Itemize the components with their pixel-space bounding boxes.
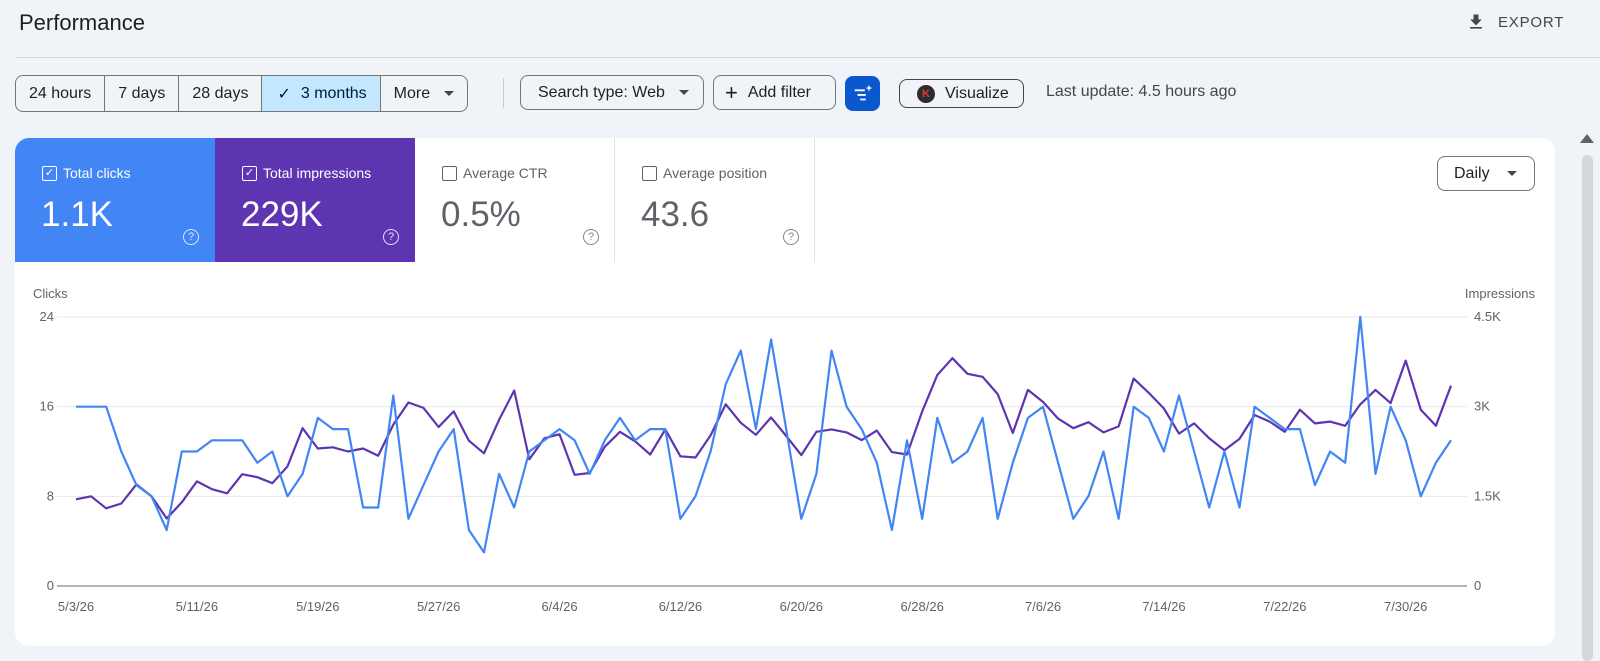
chart-grid	[57, 316, 1467, 587]
metric-value: 229K	[241, 195, 323, 234]
range-more-dropdown[interactable]: More	[381, 76, 467, 111]
dropdown-arrow-icon	[1506, 171, 1517, 176]
y-tick-label: 24	[40, 309, 54, 324]
help-icon[interactable]: ?	[783, 229, 799, 245]
scroll-up-arrow-icon[interactable]	[1580, 134, 1594, 143]
help-icon[interactable]: ?	[583, 229, 599, 245]
y-tick-label: 0	[47, 578, 54, 593]
metric-average-position[interactable]: Average position 43.6 ?	[615, 138, 815, 262]
x-tick-label: 7/22/26	[1263, 599, 1306, 614]
x-tick-label: 6/28/26	[900, 599, 943, 614]
x-tick-label: 5/11/26	[176, 599, 218, 614]
help-icon[interactable]: ?	[183, 229, 199, 245]
metric-value: 43.6	[641, 195, 710, 234]
export-label: EXPORT	[1498, 13, 1565, 31]
x-tick-label: 7/6/26	[1025, 599, 1061, 614]
x-tick-label: 5/3/26	[58, 599, 94, 614]
checkbox-unchecked-icon[interactable]	[642, 166, 657, 181]
range-7-days[interactable]: 7 days	[105, 76, 180, 111]
range-28-days[interactable]: 28 days	[179, 76, 263, 111]
filter-settings-button[interactable]	[845, 76, 880, 111]
y-tick-label: 16	[40, 399, 54, 414]
plus-icon: +	[725, 79, 738, 105]
check-icon: ✓	[277, 85, 291, 103]
help-icon[interactable]: ?	[383, 229, 399, 245]
metric-value: 1.1K	[41, 195, 113, 234]
y2-tick-label: 3K	[1474, 399, 1490, 414]
search-type-dropdown[interactable]: Search type: Web	[520, 75, 704, 110]
y2-tick-label: 1.5K	[1474, 488, 1501, 503]
x-tick-label: 6/20/26	[780, 599, 823, 614]
x-axis-labels: 5/3/26 5/11/26 5/19/26 5/27/26 6/4/26 6/12/26…	[58, 599, 1427, 614]
series-line-impressions	[75, 357, 1453, 520]
toolbar-divider	[503, 78, 504, 108]
y2-tick-label: 0	[1474, 578, 1481, 593]
header-divider	[15, 57, 1600, 58]
checkbox-unchecked-icon[interactable]	[442, 166, 457, 181]
download-icon	[1470, 14, 1482, 29]
performance-card: ✓ Total clicks 1.1K ? ✓ Total impression…	[15, 138, 1555, 646]
metric-value: 0.5%	[441, 195, 521, 234]
y-axis-title: Clicks	[33, 286, 68, 301]
x-tick-label: 6/12/26	[659, 599, 702, 614]
date-range-selector: 24 hours 7 days 28 days ✓ 3 months More	[15, 75, 469, 112]
metric-total-impressions[interactable]: ✓ Total impressions 229K ?	[215, 138, 415, 262]
x-tick-label: 5/27/26	[417, 599, 460, 614]
metric-total-clicks[interactable]: ✓ Total clicks 1.1K ?	[15, 138, 215, 262]
visualize-button[interactable]: K Visualize	[899, 79, 1024, 108]
x-tick-label: 6/4/26	[541, 599, 577, 614]
add-filter-button[interactable]: + Add filter	[713, 75, 836, 110]
last-update-text: Last update: 4.5 hours ago	[1046, 83, 1237, 100]
checkbox-checked-icon[interactable]: ✓	[42, 166, 57, 181]
right-axis-labels: 0 1.5K 3K 4.5K	[1474, 309, 1501, 593]
chart-lines	[75, 315, 1453, 554]
checkbox-checked-icon[interactable]: ✓	[242, 166, 257, 181]
export-button[interactable]: EXPORT	[1466, 8, 1564, 36]
x-tick-label: 7/14/26	[1142, 599, 1185, 614]
y-tick-label: 8	[47, 488, 54, 503]
range-3-months[interactable]: ✓ 3 months	[262, 76, 381, 111]
visualize-logo-icon: K	[917, 84, 935, 103]
x-tick-label: 5/19/26	[296, 599, 339, 614]
x-tick-label: 7/30/26	[1384, 599, 1427, 614]
y2-tick-label: 4.5K	[1474, 309, 1501, 324]
dropdown-arrow-icon	[678, 90, 689, 95]
dropdown-arrow-icon	[444, 91, 455, 96]
y2-axis-title: Impressions	[1465, 286, 1536, 301]
metric-average-ctr[interactable]: Average CTR 0.5% ?	[415, 138, 615, 262]
granularity-dropdown[interactable]: Daily	[1437, 156, 1535, 191]
filter-sparkle-icon	[854, 84, 872, 100]
scrollbar[interactable]	[1582, 155, 1593, 661]
range-24-hours[interactable]: 24 hours	[16, 76, 106, 111]
left-axis-labels: 0 8 16 24	[40, 309, 54, 593]
series-line-clicks	[76, 315, 1452, 554]
page-title: Performance	[19, 10, 145, 35]
